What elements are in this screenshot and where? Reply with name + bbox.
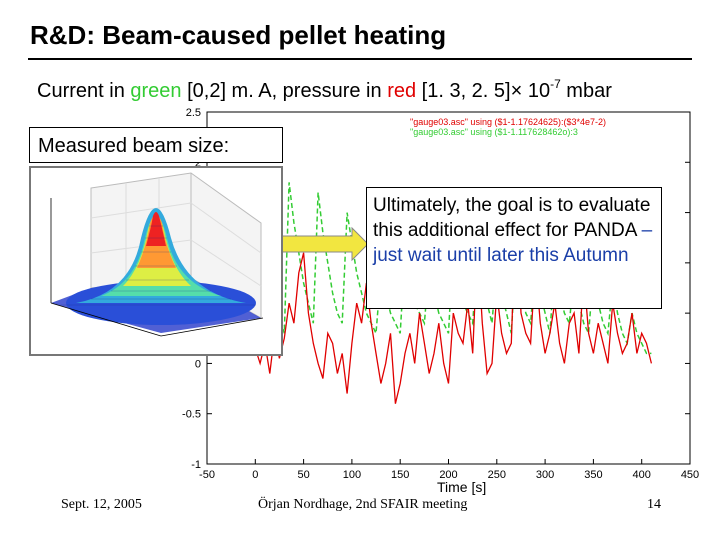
legend-entry-pressure: "gauge03.asc" using ($1-1.17624625):($3*… <box>410 117 606 127</box>
y-tick-label: 2.5 <box>186 107 201 119</box>
subtitle: Current in green [0,2] m. A, pressure in… <box>37 77 612 103</box>
y-tick-label: 2 <box>195 157 201 169</box>
x-tick-label: 300 <box>536 469 554 481</box>
subtitle-exponent: -7 <box>550 77 561 91</box>
yellow-arrow <box>275 226 369 262</box>
subtitle-green-word: green <box>130 80 182 102</box>
footer-author: Örjan Nordhage, 2nd SFAIR meeting <box>258 497 468 512</box>
x-tick-label: 200 <box>439 469 457 481</box>
x-tick-label: 350 <box>584 469 602 481</box>
subtitle-part2: [0,2] m. A, pressure in <box>181 80 388 102</box>
subtitle-red-word: red <box>387 80 417 102</box>
y-tick-label: 0 <box>195 358 201 370</box>
x-tick-label: 400 <box>633 469 651 481</box>
beam-size-label: Measured beam size: <box>29 127 283 163</box>
slide-title: R&D: Beam-caused pellet heating <box>30 20 447 50</box>
x-tick-label: -50 <box>199 469 215 481</box>
x-tick-label: 450 <box>681 469 699 481</box>
y-tick-label: -0.5 <box>182 409 201 421</box>
subtitle-part4: mbar <box>560 80 612 102</box>
subtitle-part3: [1. 3, 2. 5]× 10 <box>416 80 551 102</box>
note-black-text: Ultimately, the goal is to evaluate this… <box>373 195 651 241</box>
x-tick-label: 100 <box>343 469 361 481</box>
footer-page-number: 14 <box>647 497 661 512</box>
x-tick-label: 0 <box>252 469 258 481</box>
y-tick-label: -1 <box>191 459 201 471</box>
beam-size-3d-plot <box>29 166 283 356</box>
x-axis-label: Time [s] <box>437 479 487 495</box>
x-tick-label: 50 <box>297 469 309 481</box>
footer-date: Sept. 12, 2005 <box>61 497 142 512</box>
x-tick-label: 250 <box>488 469 506 481</box>
gaussian-surface-image <box>50 172 264 337</box>
legend-entry-current: "gauge03.asc" using ($1-1.117628462o):3 <box>410 127 578 137</box>
note-box: Ultimately, the goal is to evaluate this… <box>366 187 662 309</box>
x-tick-label: 150 <box>391 469 409 481</box>
subtitle-part1: Current in <box>37 80 131 102</box>
note-blue-text: – just wait until later this Autumn <box>373 220 653 266</box>
title-divider <box>28 58 692 60</box>
